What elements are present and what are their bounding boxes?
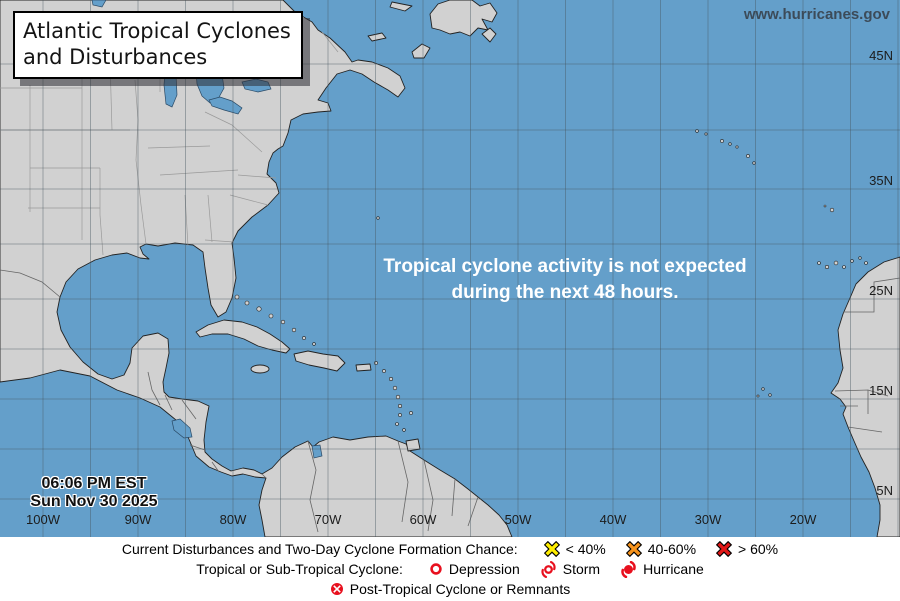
- map-title-line2: and Disturbances: [23, 45, 208, 69]
- longitude-label: 70W: [314, 512, 342, 527]
- longitude-label: 100W: [26, 512, 60, 527]
- latitude-label: 5N: [876, 483, 893, 498]
- hurricane-icon: [620, 560, 637, 578]
- graticule-grid: [0, 0, 900, 537]
- atlantic-map: 45N 35N 25N 15N 5N 100W 90W 80W 70W 60W 50W 40W 30W 2…: [0, 0, 900, 537]
- longitude-label: 20W: [789, 512, 817, 527]
- legend-item-storm-label: Storm: [562, 561, 601, 577]
- hispaniola-island: [293, 350, 346, 372]
- legend-item-storm: Storm: [540, 560, 601, 578]
- issuance-timestamp: 06:06 PM EST Sun Nov 30 2025: [14, 475, 174, 511]
- prince-edward-island: [367, 32, 387, 42]
- map-canvas: [0, 0, 900, 537]
- trinidad-island: [405, 438, 421, 452]
- legend-item-post-tropical-label: Post-Tropical Cyclone or Remnants: [349, 581, 571, 597]
- outlook-message-line2: during the next 48 hours.: [451, 282, 679, 303]
- latitude-label: 45N: [869, 48, 893, 63]
- puerto-rico-island: [355, 363, 372, 372]
- bermuda-island: [376, 216, 380, 220]
- canary-islands: [817, 256, 868, 269]
- legend-item-medium-label: 40-60%: [647, 541, 697, 557]
- newfoundland-island: [429, 0, 498, 37]
- longitude-label: 40W: [599, 512, 627, 527]
- x-low-icon: [543, 540, 560, 558]
- longitude-label: 80W: [219, 512, 247, 527]
- legend-item-hurricane: Hurricane: [620, 560, 704, 578]
- website-label: www.hurricanes.gov: [743, 6, 890, 23]
- cuba-island: [195, 319, 291, 354]
- avalon-island: [481, 27, 497, 43]
- lesser-antilles-islands: [374, 361, 413, 432]
- legend-item-depression: Depression: [429, 561, 520, 577]
- latitude-label: 15N: [869, 383, 893, 398]
- latitude-label: 35N: [869, 173, 893, 188]
- madeira-islands: [823, 204, 835, 213]
- legend-item-high-chance: > 60%: [715, 540, 779, 558]
- lake-ontario: [241, 78, 272, 93]
- americas-landmass: [0, 0, 513, 537]
- azores-islands: [695, 129, 756, 165]
- latitude-label: 25N: [869, 283, 893, 298]
- cape-verde-islands: [756, 387, 772, 398]
- x-high-icon: [715, 540, 733, 558]
- landmasses: [0, 0, 900, 537]
- legend-row2-heading: Tropical or Sub-Tropical Cyclone:: [196, 561, 403, 577]
- legend-item-medium-chance: 40-60%: [625, 540, 697, 558]
- lake-nicaragua: [171, 418, 193, 439]
- legend-item-depression-label: Depression: [448, 561, 520, 577]
- timestamp-time: 06:06 PM EST: [41, 475, 147, 492]
- legend-row1-heading: Current Disturbances and Two-Day Cyclone…: [121, 541, 518, 557]
- anticosti-island: [389, 1, 413, 12]
- outlook-message-line1: Tropical cyclone activity is not expecte…: [383, 256, 747, 277]
- legend-row-post-tropical: Post-Tropical Cyclone or Remnants: [330, 580, 570, 599]
- legend-row-disturbances: Current Disturbances and Two-Day Cyclone…: [122, 540, 778, 559]
- longitude-label: 60W: [409, 512, 437, 527]
- depression-icon: [429, 562, 443, 576]
- lake-erie: [208, 96, 243, 115]
- legend-item-high-label: > 60%: [738, 541, 779, 557]
- legend-item-low-chance: < 40%: [543, 540, 606, 558]
- cape-breton-island: [411, 43, 431, 59]
- lake-superior: [91, 0, 107, 8]
- state-borders: [0, 31, 339, 256]
- outlook-message: Tropical cyclone activity is not expecte…: [230, 254, 900, 306]
- lake-maracaibo: [311, 444, 323, 459]
- legend-row-cyclones: Tropical or Sub-Tropical Cyclone: Depres…: [196, 560, 704, 579]
- bahamas-islands: [234, 294, 316, 346]
- longitude-label: 90W: [124, 512, 152, 527]
- timestamp-date: Sun Nov 30 2025: [30, 493, 158, 510]
- jamaica-island: [250, 364, 270, 374]
- legend-item-post-tropical: Post-Tropical Cyclone or Remnants: [330, 581, 570, 597]
- post-tropical-icon: [330, 582, 344, 596]
- africa-landmass: [830, 256, 900, 537]
- country-borders: [0, 269, 900, 533]
- legend-item-hurricane-label: Hurricane: [643, 561, 704, 577]
- legend-bar: Current Disturbances and Two-Day Cyclone…: [0, 537, 900, 601]
- map-title-box: Atlantic Tropical Cyclones and Disturban…: [13, 11, 303, 79]
- x-medium-icon: [625, 540, 642, 558]
- longitude-label: 30W: [694, 512, 722, 527]
- map-title-line1: Atlantic Tropical Cyclones: [23, 19, 291, 43]
- longitude-label: 50W: [504, 512, 532, 527]
- legend-item-low-label: < 40%: [565, 541, 606, 557]
- storm-icon: [540, 560, 557, 578]
